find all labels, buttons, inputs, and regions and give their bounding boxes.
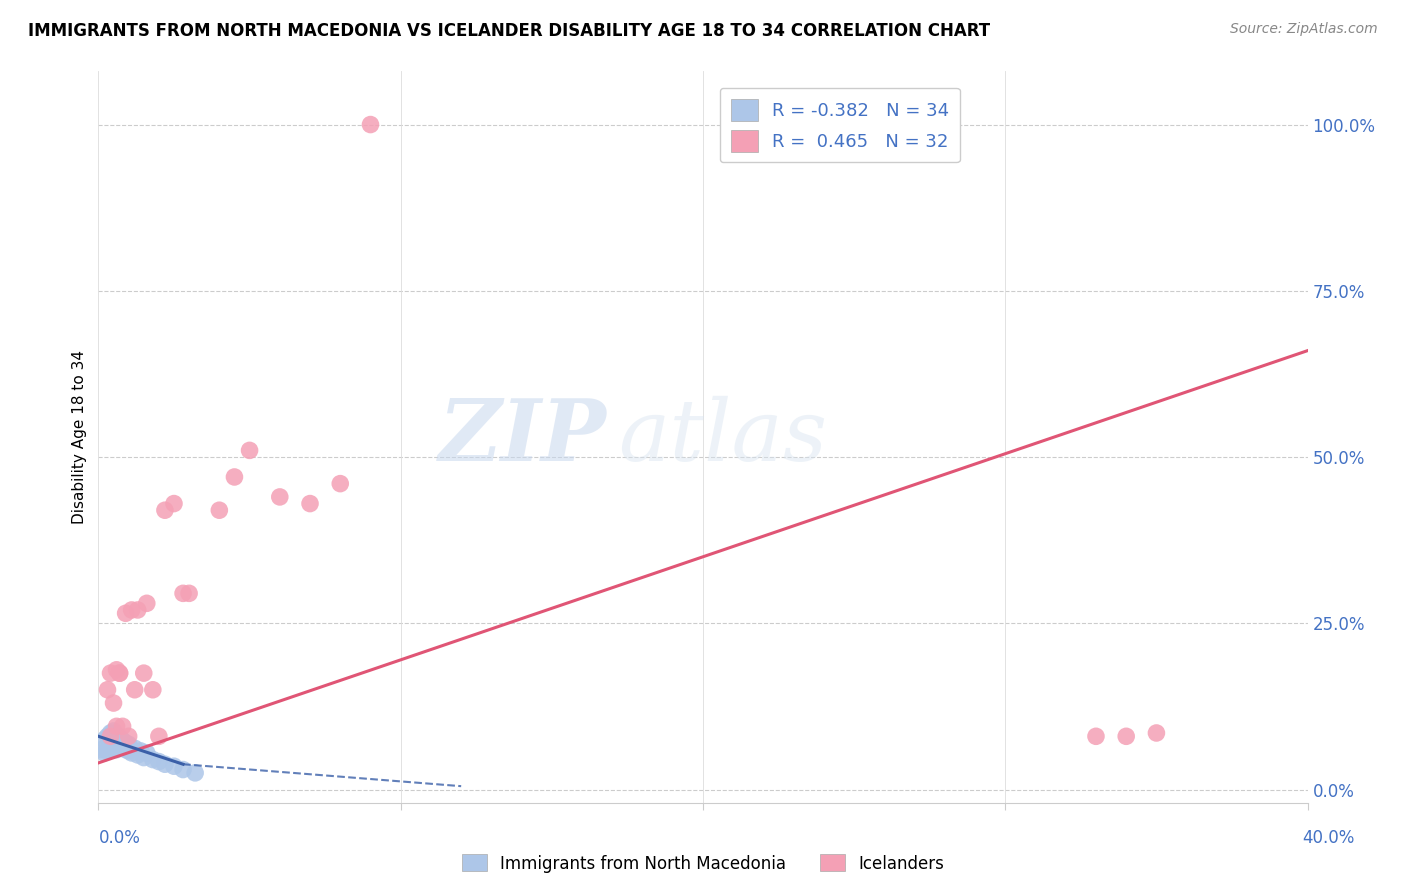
Point — [108, 731, 131, 745]
Point — [1144, 726, 1167, 740]
Point — [111, 719, 134, 733]
Point — [153, 503, 176, 517]
Point — [132, 750, 155, 764]
Point — [1085, 729, 1108, 743]
Point — [100, 729, 122, 743]
Point — [239, 443, 262, 458]
Point — [127, 747, 149, 762]
Point — [121, 746, 143, 760]
Point — [105, 719, 128, 733]
Point — [124, 682, 146, 697]
Point — [103, 741, 125, 756]
Point — [148, 755, 170, 769]
Point — [105, 663, 128, 677]
Point — [132, 666, 155, 681]
Point — [108, 737, 131, 751]
Text: 0.0%: 0.0% — [98, 829, 141, 847]
Point — [179, 586, 201, 600]
Point — [100, 739, 122, 754]
Point — [135, 746, 157, 760]
Point — [114, 736, 136, 750]
Point — [172, 586, 194, 600]
Point — [114, 742, 136, 756]
Point — [269, 490, 291, 504]
Point — [108, 666, 131, 681]
Point — [129, 744, 152, 758]
Text: 40.0%: 40.0% — [1302, 829, 1355, 847]
Point — [1115, 729, 1137, 743]
Point — [184, 765, 207, 780]
Point — [111, 733, 134, 747]
Legend: R = -0.382   N = 34, R =  0.465   N = 32: R = -0.382 N = 34, R = 0.465 N = 32 — [720, 87, 960, 162]
Point — [124, 741, 146, 756]
Point — [103, 736, 125, 750]
Point — [111, 739, 134, 754]
Point — [142, 753, 165, 767]
Point — [118, 737, 141, 751]
Point — [105, 734, 128, 748]
Point — [118, 744, 141, 758]
Point — [96, 682, 118, 697]
Point — [100, 732, 122, 747]
Point — [121, 603, 143, 617]
Text: Source: ZipAtlas.com: Source: ZipAtlas.com — [1230, 22, 1378, 37]
Point — [148, 729, 170, 743]
Point — [163, 759, 186, 773]
Point — [103, 696, 125, 710]
Legend: Immigrants from North Macedonia, Icelanders: Immigrants from North Macedonia, Iceland… — [456, 847, 950, 880]
Point — [208, 503, 231, 517]
Point — [103, 723, 125, 738]
Point — [96, 729, 118, 743]
Text: ZIP: ZIP — [439, 395, 606, 479]
Point — [360, 118, 382, 132]
Point — [153, 757, 176, 772]
Point — [142, 682, 165, 697]
Point — [105, 742, 128, 756]
Point — [93, 732, 115, 747]
Point — [93, 746, 115, 760]
Text: IMMIGRANTS FROM NORTH MACEDONIA VS ICELANDER DISABILITY AGE 18 TO 34 CORRELATION: IMMIGRANTS FROM NORTH MACEDONIA VS ICELA… — [28, 22, 990, 40]
Text: atlas: atlas — [619, 396, 828, 478]
Point — [135, 596, 157, 610]
Point — [163, 497, 186, 511]
Point — [114, 607, 136, 621]
Point — [299, 497, 322, 511]
Point — [108, 666, 131, 681]
Point — [100, 726, 122, 740]
Point — [127, 603, 149, 617]
Point — [90, 742, 112, 756]
Point — [329, 476, 352, 491]
Point — [105, 728, 128, 742]
Point — [224, 470, 246, 484]
Y-axis label: Disability Age 18 to 34: Disability Age 18 to 34 — [72, 350, 87, 524]
Point — [100, 666, 122, 681]
Point — [172, 763, 194, 777]
Point — [118, 729, 141, 743]
Point — [96, 744, 118, 758]
